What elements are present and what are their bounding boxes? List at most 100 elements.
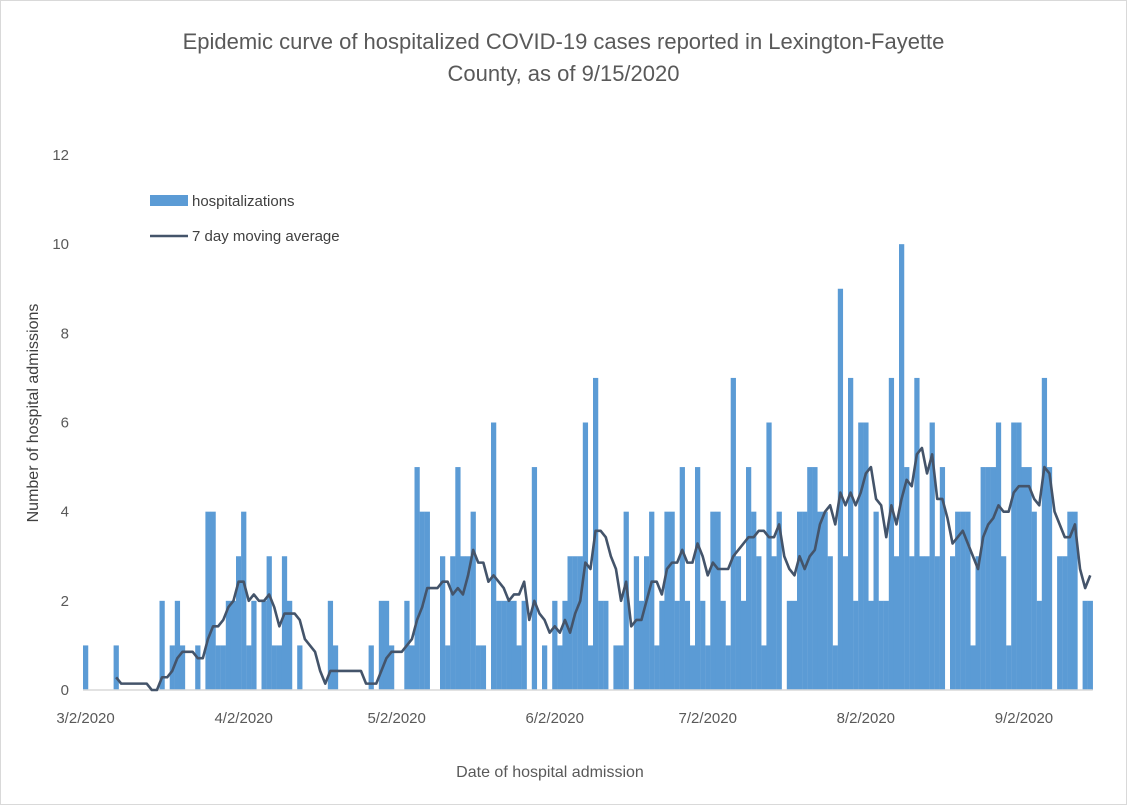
bar-series-hospitalizations [83, 244, 1093, 691]
bar [817, 511, 823, 690]
bar [929, 422, 935, 690]
bar [501, 600, 507, 690]
bar [975, 556, 981, 690]
bar [822, 511, 828, 690]
bar [878, 600, 884, 690]
bar [419, 511, 425, 690]
x-tick-label: 4/2/2020 [214, 710, 272, 727]
bar [761, 645, 767, 690]
bar [455, 467, 461, 690]
bar [587, 645, 594, 690]
bar [271, 645, 277, 690]
bar [960, 511, 966, 690]
bar [511, 600, 517, 690]
bar [261, 600, 267, 690]
bar [985, 467, 991, 690]
bar [1031, 511, 1037, 690]
bar [287, 600, 293, 690]
bar [174, 600, 181, 690]
bar [542, 645, 548, 690]
bar [1072, 511, 1078, 690]
bar [251, 600, 257, 690]
bar [664, 511, 670, 690]
bar [720, 600, 726, 690]
bar [281, 556, 288, 690]
bar [807, 467, 813, 690]
bar [475, 645, 481, 690]
bar [1011, 422, 1017, 690]
bar [409, 645, 415, 690]
bar [689, 645, 696, 690]
bar [236, 556, 242, 690]
x-axis-title: Date of hospital admission [456, 764, 644, 781]
bar [695, 467, 701, 690]
bar [460, 556, 466, 690]
bar [506, 600, 512, 690]
bar [577, 556, 583, 690]
bar [853, 600, 859, 690]
bar [837, 288, 844, 690]
bar [531, 467, 538, 690]
bar [210, 511, 216, 690]
bar [965, 511, 971, 690]
bar [241, 511, 247, 690]
bar [480, 645, 487, 690]
bar [705, 645, 711, 690]
bar [618, 645, 624, 690]
bar [179, 645, 186, 690]
bar [470, 511, 476, 690]
bar [496, 600, 502, 690]
bar [521, 600, 527, 690]
legend: hospitalizations 7 day moving average [150, 193, 340, 245]
line-series-7-day-moving-average [115, 446, 1092, 692]
bar [225, 600, 232, 690]
bar [582, 422, 589, 690]
bar [751, 511, 757, 690]
y-tick-label: 8 [61, 325, 69, 342]
bar [383, 600, 390, 690]
bar [883, 600, 889, 690]
bar [1036, 600, 1042, 690]
bar [863, 422, 869, 690]
legend-swatch-hospitalizations [150, 195, 188, 206]
bar [746, 467, 752, 690]
bar [832, 645, 838, 690]
bar [679, 467, 685, 690]
bar [766, 422, 772, 690]
bar [195, 645, 201, 690]
bar [557, 645, 563, 690]
y-axis-ticks: 0 2 4 6 8 10 12 [52, 147, 69, 699]
bar [368, 645, 374, 690]
bar [812, 467, 818, 690]
bar [955, 511, 961, 690]
bar [445, 645, 451, 690]
bar [567, 556, 573, 690]
bar [700, 600, 706, 690]
bar [276, 645, 283, 690]
bar [246, 645, 252, 690]
legend-label-hospitalizations: hospitalizations [192, 193, 295, 210]
bar [730, 377, 736, 690]
bar [572, 556, 578, 690]
bar [904, 467, 910, 690]
bar [995, 422, 1002, 690]
x-tick-label: 8/2/2020 [837, 710, 895, 727]
bar [414, 467, 420, 690]
x-tick-label: 6/2/2020 [526, 710, 584, 727]
bar [1057, 556, 1063, 690]
y-tick-label: 0 [61, 682, 69, 699]
bar [909, 556, 915, 690]
bar [205, 511, 211, 690]
bar [297, 645, 303, 690]
bar [669, 511, 675, 690]
bar [1082, 600, 1088, 690]
bar [159, 600, 165, 690]
bar [873, 511, 879, 690]
bar [848, 377, 854, 690]
bar [858, 422, 864, 690]
bar [623, 511, 629, 690]
bar [1087, 600, 1093, 690]
bar [684, 600, 691, 690]
bar [215, 645, 221, 690]
